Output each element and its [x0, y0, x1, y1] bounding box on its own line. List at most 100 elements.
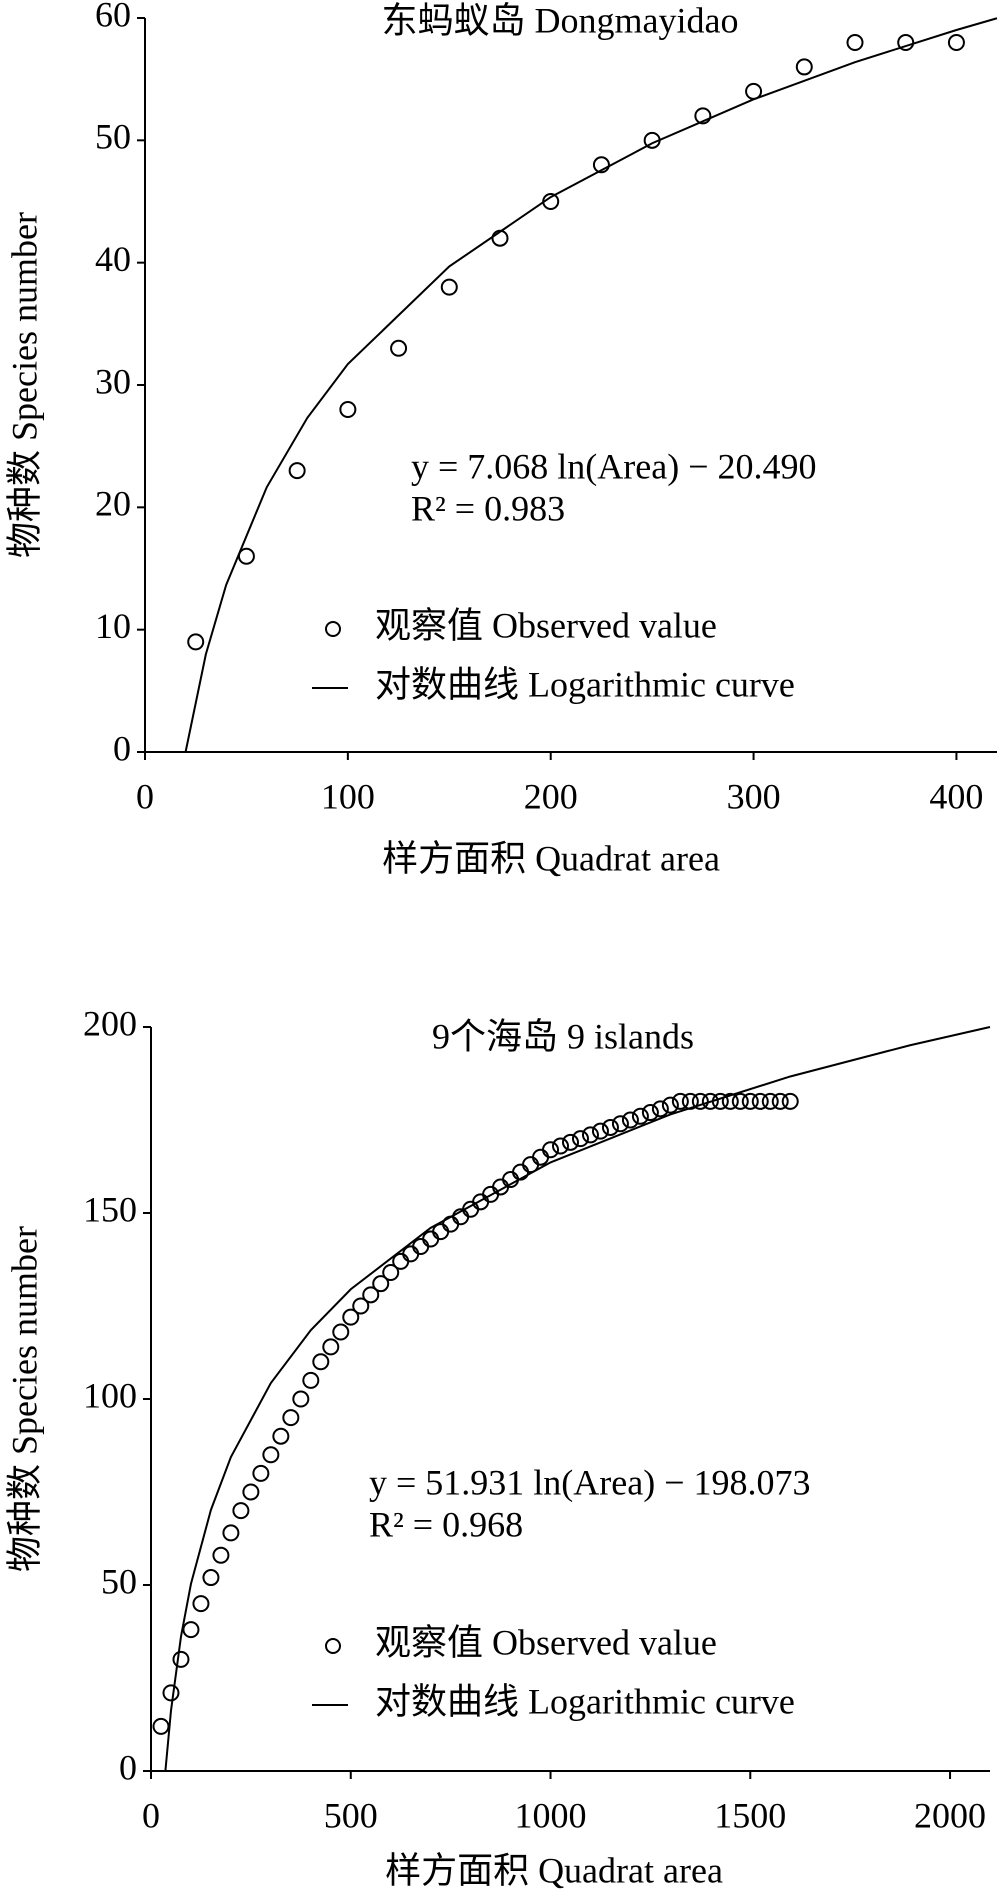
legend-label: 对数曲线 Logarithmic curve	[375, 1681, 795, 1721]
data-point	[651, 1100, 669, 1118]
data-point	[272, 1427, 290, 1445]
data-point	[187, 633, 205, 651]
data-point	[741, 1092, 759, 1110]
x-axis-label: 样方面积 Quadrat area	[382, 838, 720, 878]
x-tick-label: 1500	[714, 1795, 786, 1835]
y-tick-label: 10	[95, 606, 131, 646]
data-point	[671, 1092, 689, 1110]
data-point	[897, 33, 915, 51]
data-point	[751, 1092, 769, 1110]
data-point	[390, 339, 408, 357]
legend-label: 对数曲线 Logarithmic curve	[375, 664, 795, 704]
data-point	[252, 1464, 270, 1482]
data-point	[631, 1107, 649, 1125]
data-point	[591, 1122, 609, 1140]
data-point	[232, 1502, 250, 1520]
legend-marker	[325, 621, 341, 637]
data-point	[282, 1409, 300, 1427]
y-tick-label: 0	[119, 1747, 137, 1787]
data-point	[292, 1390, 310, 1408]
data-point	[601, 1118, 619, 1136]
data-point	[212, 1546, 230, 1564]
data-point	[581, 1126, 599, 1144]
r-squared: R² = 0.983	[411, 488, 565, 528]
r-squared: R² = 0.968	[369, 1504, 523, 1544]
data-point	[761, 1092, 779, 1110]
data-point	[552, 1137, 570, 1155]
data-point	[641, 1104, 659, 1122]
data-point	[402, 1245, 420, 1263]
data-point	[242, 1483, 260, 1501]
data-point	[661, 1096, 679, 1114]
legend-label: 观察值 Observed value	[375, 605, 717, 645]
data-point	[152, 1717, 170, 1735]
data-point	[382, 1264, 400, 1282]
y-tick-label: 200	[83, 1003, 137, 1043]
data-point	[592, 156, 610, 174]
chart-title: 东蚂蚁岛 Dongmayidao	[382, 0, 739, 40]
data-point	[312, 1353, 330, 1371]
chart-title: 9个海岛 9 islands	[432, 1016, 694, 1056]
x-tick-label: 1000	[515, 1795, 587, 1835]
y-tick-label: 20	[95, 484, 131, 524]
y-tick-label: 60	[95, 0, 131, 34]
data-point	[694, 107, 712, 125]
data-point	[781, 1092, 799, 1110]
data-point	[947, 33, 965, 51]
legend-marker	[325, 1638, 341, 1654]
data-point	[532, 1148, 550, 1166]
data-point	[846, 33, 864, 51]
data-point	[288, 462, 306, 480]
x-tick-label: 400	[929, 776, 983, 816]
data-point	[372, 1275, 390, 1293]
data-point	[162, 1684, 180, 1702]
data-point	[731, 1092, 749, 1110]
data-point	[422, 1230, 440, 1248]
equation: y = 51.931 ln(Area) − 198.073	[369, 1462, 811, 1502]
data-point	[342, 1308, 360, 1326]
y-tick-label: 30	[95, 361, 131, 401]
data-point	[302, 1371, 320, 1389]
x-tick-label: 0	[136, 776, 154, 816]
data-point	[721, 1092, 739, 1110]
data-point	[611, 1115, 629, 1133]
data-point	[172, 1650, 190, 1668]
y-axis-label: 物种数 Species number	[4, 1226, 44, 1572]
data-point	[542, 1141, 560, 1159]
data-point	[795, 58, 813, 76]
data-point	[202, 1569, 220, 1587]
x-tick-label: 100	[321, 776, 375, 816]
data-point	[262, 1446, 280, 1464]
data-point	[562, 1133, 579, 1151]
y-tick-label: 100	[83, 1375, 137, 1415]
y-axis-label: 物种数 Species number	[4, 212, 44, 558]
data-point	[182, 1621, 200, 1639]
data-point	[222, 1524, 240, 1542]
data-point	[362, 1286, 380, 1304]
x-tick-label: 0	[142, 1795, 160, 1835]
y-tick-label: 150	[83, 1189, 137, 1229]
data-point	[621, 1111, 639, 1129]
y-tick-label: 50	[101, 1561, 137, 1601]
x-tick-label: 300	[727, 776, 781, 816]
data-point	[332, 1323, 350, 1341]
legend-label: 观察值 Observed value	[375, 1622, 717, 1662]
data-point	[771, 1092, 789, 1110]
data-point	[412, 1237, 430, 1255]
y-tick-label: 40	[95, 239, 131, 279]
data-point	[440, 278, 458, 296]
fit-curve	[164, 1026, 991, 1772]
data-point	[339, 400, 357, 418]
x-axis-label: 样方面积 Quadrat area	[385, 1850, 723, 1890]
y-tick-label: 50	[95, 117, 131, 157]
x-tick-label: 500	[324, 1795, 378, 1835]
data-point	[691, 1092, 709, 1110]
data-point	[512, 1163, 530, 1181]
x-tick-label: 2000	[914, 1795, 986, 1835]
data-point	[571, 1130, 589, 1148]
data-point	[472, 1193, 490, 1211]
data-point	[192, 1595, 210, 1613]
data-point	[701, 1092, 719, 1110]
data-point	[352, 1297, 370, 1315]
